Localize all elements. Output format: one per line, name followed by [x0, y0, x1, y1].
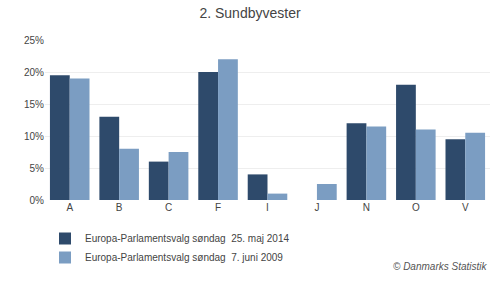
svg-text:F: F — [215, 202, 221, 213]
svg-text:J: J — [314, 202, 319, 213]
svg-text:Europa-Parlamentsvalg søndag: Europa-Parlamentsvalg søndag 25. maj 201… — [85, 233, 289, 244]
svg-text:B: B — [116, 202, 123, 213]
svg-text:5%: 5% — [30, 163, 45, 174]
svg-text:C: C — [165, 202, 172, 213]
svg-text:2. Sundbyvester: 2. Sundbyvester — [199, 5, 301, 21]
svg-text:Europa-Parlamentsvalg søndag: Europa-Parlamentsvalg søndag 7. juni 200… — [85, 252, 283, 263]
svg-text:10%: 10% — [24, 131, 44, 142]
svg-text:I: I — [266, 202, 269, 213]
svg-text:© Danmarks Statistik: © Danmarks Statistik — [393, 261, 488, 272]
svg-text:0%: 0% — [30, 195, 45, 206]
svg-text:20%: 20% — [24, 67, 44, 78]
svg-text:15%: 15% — [24, 99, 44, 110]
svg-text:N: N — [363, 202, 370, 213]
svg-text:A: A — [66, 202, 73, 213]
svg-text:V: V — [462, 202, 469, 213]
svg-text:25%: 25% — [24, 35, 44, 46]
svg-text:O: O — [412, 202, 420, 213]
